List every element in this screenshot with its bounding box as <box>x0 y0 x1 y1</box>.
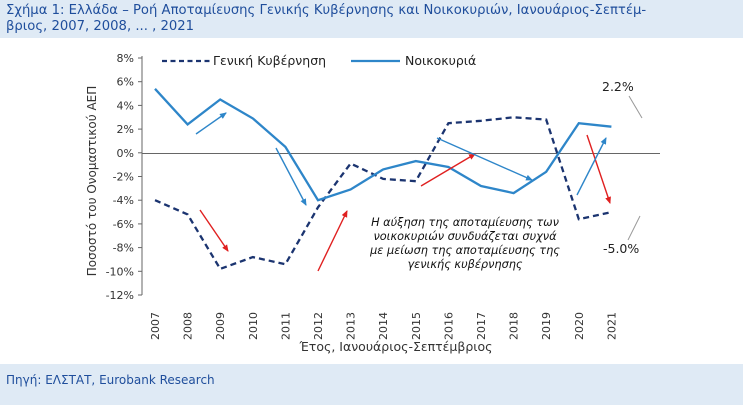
end-label-households: 2.2% <box>602 79 634 94</box>
y-tick-label: -6% <box>113 218 134 231</box>
x-tick-label: 2015 <box>410 312 423 340</box>
figure-title-line1: Σχήμα 1: Ελλάδα – Ροή Αποταμίευσης Γενικ… <box>6 3 647 18</box>
y-tick-label: -2% <box>113 171 134 184</box>
y-axis-title: Ποσοστό του Ονομαστικού ΑΕΠ <box>85 86 99 277</box>
y-tick-label: -10% <box>106 265 134 278</box>
y-ticks: 8% 6% 4% 2% 0% -2% -4% -6% -8% -10% -12% <box>106 52 142 302</box>
y-tick-label: -4% <box>113 194 134 207</box>
x-tick-label: 2021 <box>605 312 618 340</box>
arrow-red-down-2019 <box>586 134 611 204</box>
y-tick-label: -8% <box>113 242 134 255</box>
x-tick-label: 2016 <box>442 312 455 340</box>
arrow-blue-down-2011 <box>275 147 307 206</box>
x-tick-label: 2011 <box>279 312 292 340</box>
legend-label-households: Νοικοκυριά <box>405 53 476 68</box>
y-tick-label: 8% <box>117 52 134 65</box>
y-tick-label: 6% <box>117 76 134 89</box>
x-axis-title: Έτος, Ιανουάριος-Σεπτέμβριος <box>298 339 492 354</box>
x-tick-label: 2012 <box>312 312 325 340</box>
x-tick-label: 2008 <box>182 312 195 340</box>
arrow-blue-down-2016 <box>436 137 533 181</box>
figure-title-line2: βριος, 2007, 2008, ... , 2021 <box>6 19 195 34</box>
arrow-red-up-2012 <box>317 210 348 272</box>
end-label-households-leader <box>628 95 643 119</box>
chart-panel: 8% 6% 4% 2% 0% -2% -4% -6% -8% -10% -12% 2007 2008 2… <box>0 38 743 364</box>
y-tick-label: -12% <box>106 289 134 302</box>
x-tick-label: 2010 <box>247 312 260 340</box>
x-tick-label: 2018 <box>508 312 521 340</box>
legend: Γενική Κυβέρνηση Νοικοκυριά <box>162 53 476 68</box>
annotation-line-3: με μείωση της αποταμίευσης της <box>369 244 560 257</box>
y-tick-label: 0% <box>117 147 134 160</box>
annotation-line-2: νοικοκυριών συνδυάζεται συχνά <box>373 230 557 243</box>
trend-arrows <box>195 112 611 272</box>
legend-label-government: Γενική Κυβέρνηση <box>213 53 326 68</box>
x-tick-label: 2007 <box>149 312 162 340</box>
saving-flows-chart: 8%6%4%2%0%-2%-4%-6%-8%-10%-12% 2007 2008 2… <box>85 52 660 354</box>
series-line-government <box>154 116 612 271</box>
x-tick-label: 2020 <box>573 312 586 340</box>
y-tick-label: 2% <box>117 123 134 136</box>
figure-title: Σχήμα 1: Ελλάδα – Ροή Αποταμίευσης Γενικ… <box>6 3 736 35</box>
annotation-note: Η αύξηση της αποταμίευσης των νοικοκυριώ… <box>369 216 560 271</box>
x-tick-label: 2009 <box>214 312 227 340</box>
arrow-red-down-2008 <box>199 209 229 252</box>
series-line-households <box>154 88 612 202</box>
x-tick-label: 2014 <box>377 312 390 340</box>
end-label-government-leader <box>627 215 641 241</box>
x-tick-label: 2019 <box>540 312 553 340</box>
annotation-line-1: Η αύξηση της αποταμίευσης των <box>371 216 559 229</box>
x-tick-label: 2013 <box>345 312 358 340</box>
annotation-line-4: γενικής κυβέρνησης <box>407 258 522 271</box>
y-tick-label: 4% <box>117 99 134 112</box>
x-ticks: 2007 2008 2009 2010 2011 2012 2013 2014 2015 2016… <box>149 312 618 340</box>
end-label-government: -5.0% <box>603 241 639 256</box>
arrow-blue-up-2019 <box>576 137 607 196</box>
arrow-blue-up-2008 <box>195 112 227 135</box>
x-tick-label: 2017 <box>475 312 488 340</box>
source-note: Πηγή: ΕΛΣΤΑΤ, Eurobank Research <box>6 373 215 387</box>
arrow-red-up-2015 <box>420 153 476 187</box>
